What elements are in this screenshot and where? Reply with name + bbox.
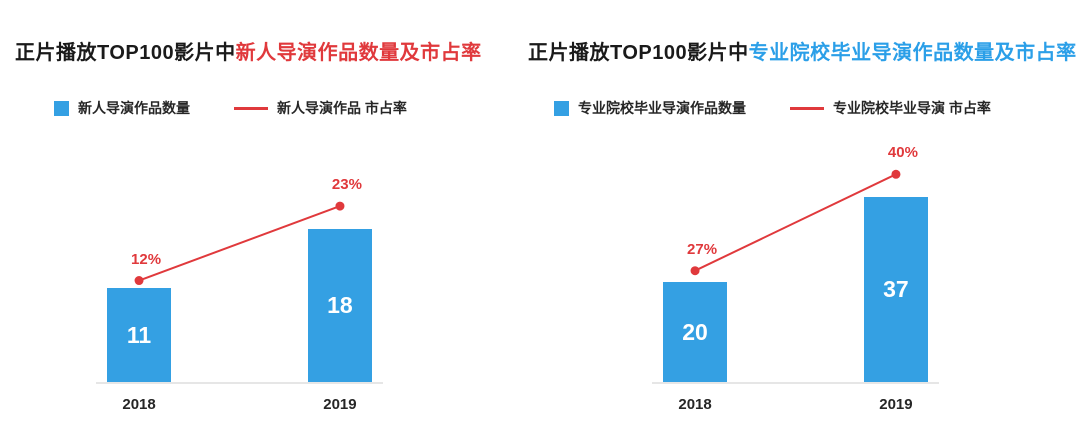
market-share-value-label: 12% [131,250,162,268]
x-axis-tick-label: 2018 [678,396,712,413]
line-series-legend-swatch [790,106,824,110]
market-share-line [690,169,901,276]
chart-title-prefix: 正片播放TOP100影片中 [528,42,749,64]
plot-area: 20 2018 37 2019 27% 40% [652,145,939,413]
bar-series-legend-label: 专业院校毕业导演作品数量 [578,100,746,116]
chart-title: 正片播放TOP100影片中新人导演作品数量及市占率 [15,36,482,65]
line-series-legend-label: 专业院校毕业导演 市占率 [833,100,991,116]
bar-value-label: 18 [327,292,353,318]
bar-series-legend-swatch [54,100,69,116]
line-series-legend-swatch [234,106,268,110]
line-data-point [690,266,700,276]
bar-value-label: 37 [883,276,909,302]
chart-title-prefix: 正片播放TOP100影片中 [15,42,236,64]
bar-series-legend-label: 新人导演作品数量 [78,100,190,116]
chart-title-highlight: 专业院校毕业导演作品数量及市占率 [748,42,1077,64]
x-axis-tick-label: 2018 [122,396,156,413]
market-share-line [134,201,345,286]
line-data-point [335,201,345,211]
chart-title: 正片播放TOP100影片中专业院校毕业导演作品数量及市占率 [528,36,1077,65]
x-axis-tick-label: 2019 [323,396,357,413]
line-data-point [134,276,144,286]
bar-2019: 18 [307,229,372,382]
bar-value-label: 11 [126,321,152,348]
market-share-value-label: 23% [331,176,362,194]
bar-2018: 11 [107,288,172,382]
bar-series-legend-swatch [554,100,569,116]
x-axis-tick-label: 2019 [879,396,913,413]
market-share-value-label: 27% [687,240,718,258]
market-share-value-label: 40% [887,144,918,162]
bar-value-label: 20 [682,318,708,345]
line-data-point [891,169,901,179]
legend: 专业院校毕业导演作品数量 专业院校毕业导演 市占率 [554,98,991,118]
bar-2019: 37 [863,197,928,382]
line-series-legend-label: 新人导演作品 市占率 [277,100,407,116]
bar-2018: 20 [663,282,728,382]
legend: 新人导演作品数量 新人导演作品 市占率 [54,98,407,118]
plot-area: 11 2018 18 2019 12% 23% [96,152,383,413]
chart-title-highlight: 新人导演作品数量及市占率 [235,42,482,64]
